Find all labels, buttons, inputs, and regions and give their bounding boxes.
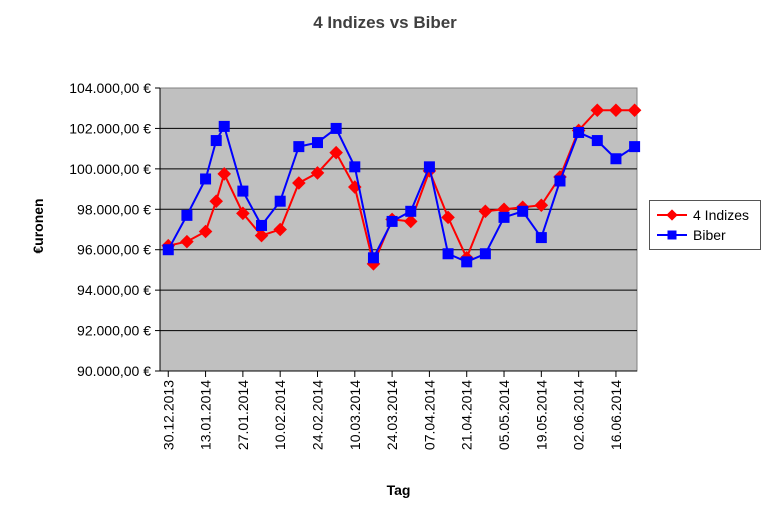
data-point-biber	[274, 195, 286, 207]
y-tick-label: 96.000,00 €	[77, 242, 151, 258]
legend: 4 Indizes Biber	[649, 200, 761, 250]
data-point-biber	[349, 161, 361, 173]
chart-title: 4 Indizes vs Biber	[313, 13, 457, 32]
data-point-biber	[610, 153, 622, 165]
x-tick-label: 30.12.2013	[160, 380, 176, 450]
legend-line-blue	[657, 230, 687, 240]
x-tick-label: 10.03.2014	[347, 380, 363, 450]
y-tick-label: 94.000,00 €	[77, 282, 151, 298]
data-point-4-indizes	[627, 103, 642, 118]
data-point-biber	[311, 137, 323, 149]
data-point-biber	[218, 120, 230, 132]
y-tick-label: 100.000,00 €	[69, 161, 151, 177]
y-tick-label: 102.000,00 €	[69, 120, 151, 136]
data-point-4-indizes	[209, 194, 224, 208]
data-point-biber	[591, 135, 603, 147]
data-point-4-indizes	[534, 198, 549, 213]
x-tick-label: 02.06.2014	[571, 380, 587, 450]
data-point-4-indizes	[273, 222, 287, 237]
data-point-4-indizes	[609, 103, 623, 118]
data-point-4-indizes	[478, 204, 493, 219]
y-axis-title: €uronen	[30, 198, 46, 254]
data-point-biber	[367, 252, 379, 264]
x-tick-label: 24.02.2014	[309, 380, 325, 450]
y-tick-label: 98.000,00 €	[77, 201, 151, 217]
x-tick-label: 13.01.2014	[198, 380, 214, 450]
data-point-4-indizes	[292, 176, 306, 190]
x-tick-label: 27.01.2014	[235, 380, 251, 450]
data-point-biber	[517, 205, 529, 217]
square-marker-icon	[667, 230, 677, 240]
data-point-biber	[330, 122, 342, 134]
data-point-biber	[573, 126, 585, 138]
data-point-4-indizes	[441, 210, 455, 225]
legend-line-red	[657, 209, 687, 221]
data-point-biber	[210, 135, 222, 147]
data-point-biber	[554, 175, 566, 187]
x-tick-label: 07.04.2014	[421, 380, 437, 450]
data-point-biber	[498, 211, 510, 223]
x-tick-label: 10.02.2014	[272, 380, 288, 450]
data-point-biber	[442, 248, 454, 260]
data-point-4-indizes	[198, 224, 213, 239]
data-point-biber	[200, 173, 212, 185]
y-tick-label: 90.000,00 €	[77, 363, 151, 379]
x-axis-title: Tag	[386, 482, 411, 498]
data-point-4-indizes	[310, 166, 325, 180]
legend-item-biber: Biber	[657, 227, 760, 243]
data-point-biber	[386, 215, 398, 227]
data-point-biber	[237, 185, 249, 197]
x-tick-label: 16.06.2014	[608, 380, 624, 450]
data-point-4-indizes	[217, 167, 232, 181]
data-point-4-indizes	[236, 206, 250, 221]
data-point-4-indizes	[254, 228, 269, 243]
data-point-biber	[405, 205, 417, 217]
y-tick-label: 104.000,00 €	[69, 80, 151, 96]
plot-area	[159, 87, 638, 372]
x-tick-label: 05.05.2014	[496, 380, 512, 450]
data-point-4-indizes	[403, 214, 418, 229]
data-point-biber	[293, 141, 305, 153]
data-point-biber	[181, 209, 193, 221]
data-point-4-indizes	[329, 145, 343, 160]
legend-item-4-indizes: 4 Indizes	[657, 207, 760, 223]
data-point-biber	[162, 244, 174, 256]
y-tick-label: 92.000,00 €	[77, 323, 151, 339]
diamond-marker-icon	[666, 209, 678, 221]
data-point-biber	[479, 248, 491, 260]
data-point-biber	[629, 141, 641, 153]
x-tick-label: 19.05.2014	[533, 380, 549, 450]
x-tick-label: 24.03.2014	[384, 380, 400, 450]
data-point-biber	[535, 232, 547, 244]
data-point-biber	[256, 219, 268, 231]
legend-label: Biber	[693, 227, 726, 243]
data-point-biber	[461, 256, 473, 268]
data-point-biber	[423, 161, 435, 173]
data-point-4-indizes	[180, 234, 194, 249]
legend-label: 4 Indizes	[693, 207, 750, 223]
x-tick-label: 21.04.2014	[459, 380, 475, 450]
